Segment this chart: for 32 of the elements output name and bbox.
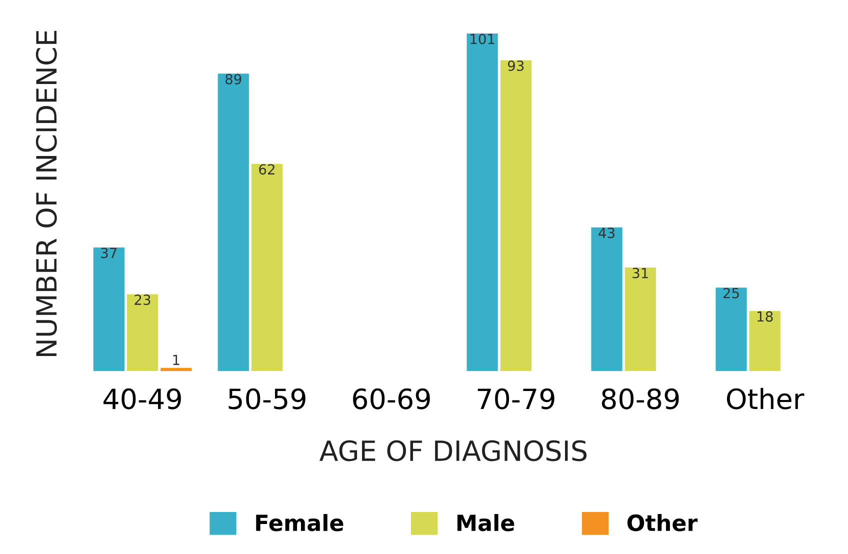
bar — [500, 60, 532, 372]
bar — [749, 311, 780, 372]
bar — [591, 227, 622, 372]
bar — [93, 247, 124, 372]
x-tick-label: 60-69 — [353, 388, 430, 410]
legend-label: Other — [627, 514, 698, 532]
bar — [624, 268, 656, 372]
data-label: 37 — [101, 248, 117, 258]
data-label: 1 — [173, 354, 180, 365]
x-tick-label: 80-89 — [602, 388, 679, 410]
data-label: 18 — [758, 311, 773, 322]
bar — [251, 164, 283, 372]
x-tick-label: 40-49 — [104, 388, 181, 410]
x-axis-title: AGE OF DIAGNOSIS — [319, 440, 587, 462]
bar — [126, 294, 158, 372]
bar — [716, 288, 747, 372]
data-label: 23 — [134, 294, 150, 306]
data-label: 62 — [259, 164, 274, 175]
bar — [466, 34, 498, 372]
data-label: 25 — [723, 288, 739, 298]
data-label: 43 — [598, 228, 614, 238]
bar — [218, 74, 249, 372]
legend-label: Female — [256, 514, 344, 532]
legend-label: Male — [457, 514, 514, 532]
data-label: 89 — [225, 74, 242, 84]
y-axis-title: NUMBER OF INCIDENCE — [36, 30, 57, 356]
x-tick-label: Other — [726, 388, 804, 410]
data-label: 101 — [470, 34, 494, 44]
x-tick-label: 70-79 — [478, 388, 554, 410]
data-label: 93 — [508, 60, 524, 71]
data-label: 31 — [632, 268, 648, 278]
x-tick-label: 50-59 — [228, 388, 306, 410]
